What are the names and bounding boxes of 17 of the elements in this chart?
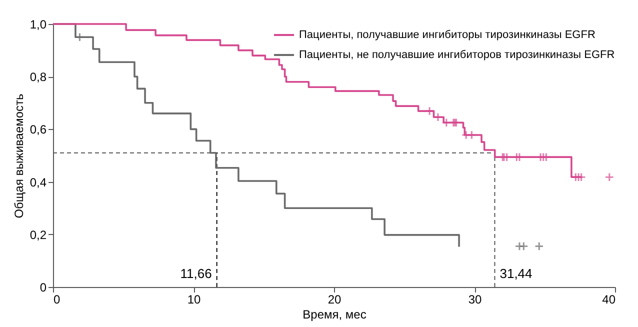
x-tick-label: 10 — [187, 292, 201, 306]
ref-line-label: 11,66 — [180, 266, 212, 281]
x-axis-title: Время, мес — [302, 308, 366, 322]
legend-label: Пациенты, получавшие ингибиторы тирозинкиназы EGFR — [299, 29, 596, 41]
x-tick-label: 40 — [602, 292, 616, 306]
y-tick-label: 0 — [40, 280, 47, 294]
legend-label: Пациенты, не получавшие ингибиторов тирозинкиназы EGFR — [299, 49, 615, 61]
y-axis-title: Общая выживаемость — [12, 94, 26, 218]
y-tick-label: 0,2 — [30, 228, 47, 242]
x-tick-label: 0 — [54, 292, 60, 306]
y-tick-label: 0,8 — [30, 70, 47, 84]
x-tick-label: 30 — [468, 292, 482, 306]
x-tick-label: 20 — [328, 292, 342, 306]
y-tick-label: 0,4 — [30, 175, 47, 190]
y-tick-label: 0,6 — [30, 122, 47, 137]
ref-line-label: 31,44 — [500, 266, 532, 281]
y-tick-label: 1,0 — [30, 18, 47, 32]
